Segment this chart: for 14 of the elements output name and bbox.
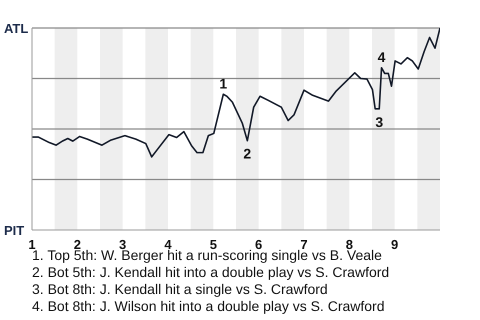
annotation: 2 [243,146,252,162]
annotation: 4 [378,48,386,65]
annotation: 3 [375,114,384,130]
annotation: 1 [219,75,228,92]
x-tick-label: 5 [210,237,217,252]
x-tick-label: 6 [255,237,262,252]
x-tick-label: 4 [164,237,172,252]
x-tick-label: 7 [300,237,308,252]
text: 2. Bot 5th: J. Kendall hit into a double play vs S. Crawford [32,264,390,281]
text: 3. Bot 8th: J. Kendall hit a single vs S. Crawford [32,281,329,298]
x-tick-label: 9 [391,237,398,252]
text: PIT [4,223,24,238]
text: ATL [4,21,28,36]
text: 4. Bot 8th: J. Wilson hit into a double play vs S. Crawford [32,298,386,315]
